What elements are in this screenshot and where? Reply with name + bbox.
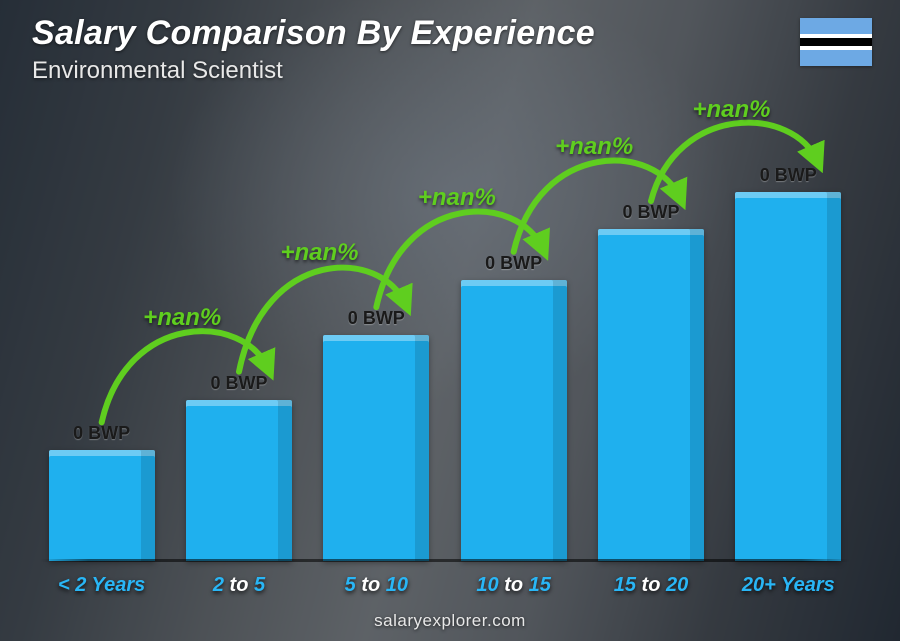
x-axis-tick: 10 to 15 xyxy=(452,574,575,597)
bar-group: 0 BWP xyxy=(40,100,163,561)
country-flag-icon xyxy=(800,18,872,66)
bar: 0 BWP xyxy=(323,335,429,561)
chart-subtitle: Environmental Scientist xyxy=(32,57,868,85)
x-axis-tick: 20+ Years xyxy=(727,574,850,597)
x-axis-tick: 2 to 5 xyxy=(177,574,300,597)
bar: 0 BWP xyxy=(186,400,292,561)
bar: 0 BWP xyxy=(598,229,704,561)
x-axis-tick: 15 to 20 xyxy=(589,574,712,597)
bar-group: 0 BWP xyxy=(727,100,850,561)
x-axis: < 2 Years 2 to 5 5 to 10 10 to 15 15 to 20 20… xyxy=(40,574,850,597)
bar-value-label: 0 BWP xyxy=(760,165,817,186)
bar-value-label: 0 BWP xyxy=(73,423,130,444)
header: Salary Comparison By Experience Environm… xyxy=(32,14,868,85)
chart-title: Salary Comparison By Experience xyxy=(32,14,868,53)
x-axis-tick: < 2 Years xyxy=(40,574,163,597)
bar-group: 0 BWP xyxy=(315,100,438,561)
bar-value-label: 0 BWP xyxy=(622,202,679,223)
bar-group: 0 BWP xyxy=(177,100,300,561)
bar: 0 BWP xyxy=(461,280,567,561)
bar-value-label: 0 BWP xyxy=(210,373,267,394)
bar-value-label: 0 BWP xyxy=(485,253,542,274)
chart-baseline xyxy=(40,559,850,562)
bar-value-label: 0 BWP xyxy=(348,308,405,329)
bar-chart: 0 BWP0 BWP0 BWP0 BWP0 BWP0 BWP+nan%+nan%… xyxy=(40,100,850,561)
x-axis-tick: 5 to 10 xyxy=(315,574,438,597)
bar-group: 0 BWP xyxy=(452,100,575,561)
footer-attribution: salaryexplorer.com xyxy=(0,611,900,631)
bar: 0 BWP xyxy=(735,192,841,561)
bar: 0 BWP xyxy=(49,450,155,561)
bar-group: 0 BWP xyxy=(589,100,712,561)
